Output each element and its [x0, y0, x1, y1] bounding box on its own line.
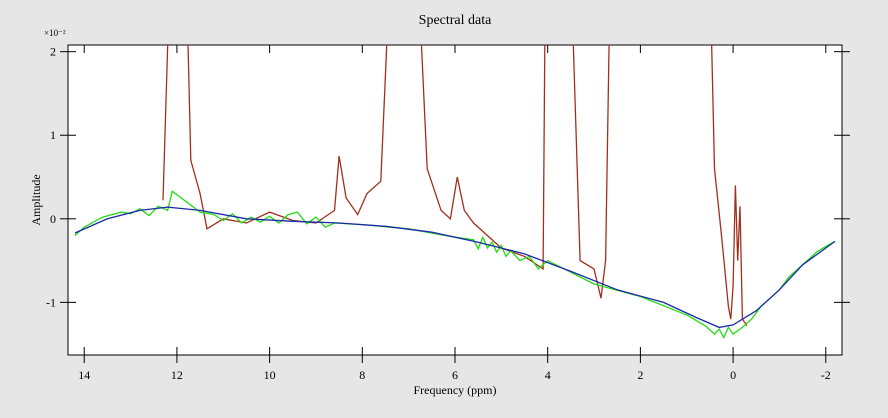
y-scale-label: ×10⁻²	[44, 28, 66, 38]
chart-title: Spectral data	[419, 13, 492, 28]
x-tick-label: 8	[359, 368, 365, 382]
x-tick-label: 6	[452, 368, 458, 382]
y-axis-label: Amplitude	[29, 174, 43, 225]
y-tick-label: -1	[46, 295, 56, 309]
x-tick-label: 0	[730, 368, 736, 382]
x-tick-label: 12	[171, 368, 183, 382]
x-axis-label: Frequency (ppm)	[414, 383, 497, 397]
series-line	[162, 45, 748, 327]
data-layer	[74, 45, 836, 339]
x-tick-label: 4	[545, 368, 551, 382]
x-tick-label: 14	[78, 368, 90, 382]
y-tick-label: 2	[50, 45, 56, 59]
series-line	[74, 190, 836, 339]
y-tick-label: 0	[50, 212, 56, 226]
x-tick-label: 2	[637, 368, 643, 382]
y-tick-label: 1	[50, 128, 56, 142]
series-line	[74, 206, 836, 329]
x-tick-label: 10	[264, 368, 276, 382]
x-tick-label: -2	[821, 368, 831, 382]
